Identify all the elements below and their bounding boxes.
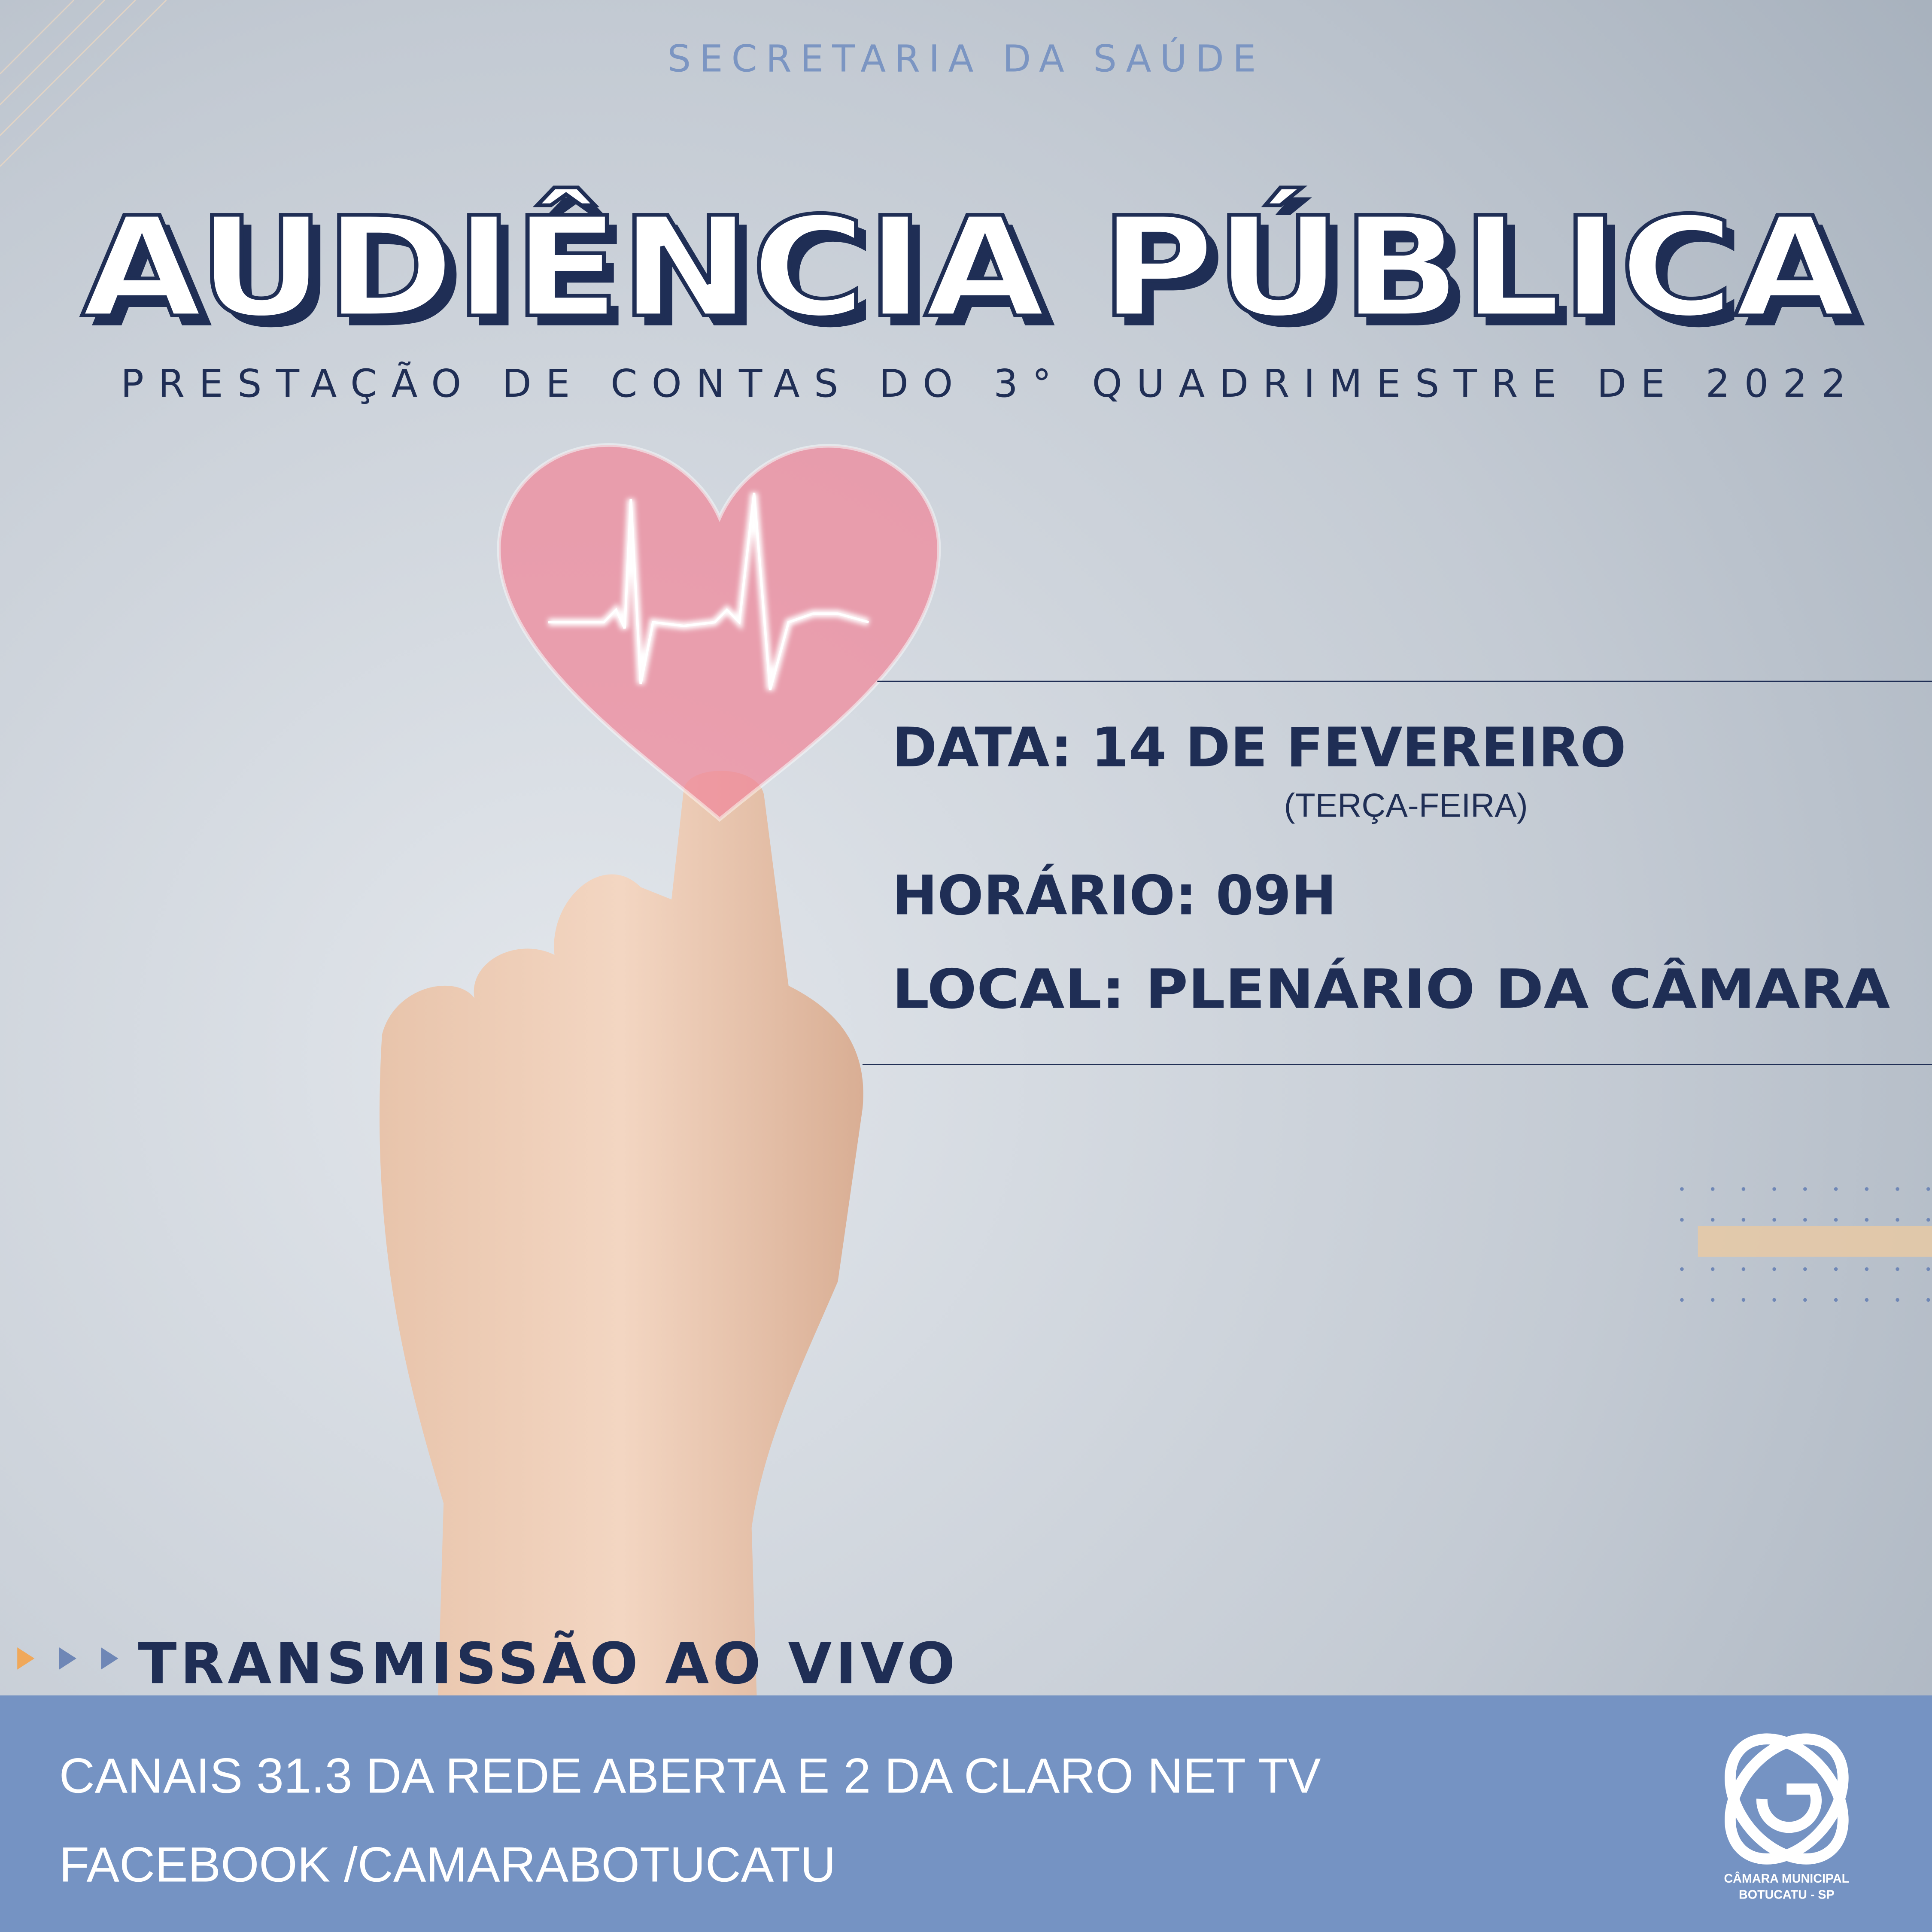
department: SECRETARIA DA SAÚDE <box>667 37 1264 80</box>
broadcast-heading: TRANSMISSÃO AO VIVO <box>138 1630 959 1697</box>
time: HORÁRIO: 09H <box>892 863 1337 927</box>
ecg-line <box>548 492 869 690</box>
broadcast-line: FACEBOOK /CAMARABOTUCATU <box>59 1837 836 1892</box>
weekday: (TERÇA-FEIRA) <box>1284 787 1528 824</box>
title: AUDIÊNCIA PÚBLICA <box>81 186 1856 348</box>
corner-lines <box>0 0 167 167</box>
title-shadow: AUDIÊNCIA PÚBLICA <box>91 196 1866 358</box>
logo-name: CÂMARA MUNICIPAL <box>1724 1871 1850 1886</box>
logo-location: BOTUCATU - SP <box>1739 1888 1835 1902</box>
arrows <box>17 1647 118 1670</box>
place: LOCAL: PLENÁRIO DA CÂMARA <box>892 957 1890 1021</box>
heart <box>497 443 941 822</box>
date: DATA: 14 DE FEVEREIRO <box>892 716 1626 779</box>
footer-band <box>0 1695 1932 1932</box>
hand <box>380 771 863 1932</box>
broadcast-line: CANAIS 31.3 DA REDE ABERTA E 2 DA CLARO … <box>59 1749 1321 1804</box>
dot-pattern <box>1680 1187 1930 1302</box>
accent-bar <box>1698 1226 1932 1257</box>
logo-mark <box>1725 1733 1849 1865</box>
